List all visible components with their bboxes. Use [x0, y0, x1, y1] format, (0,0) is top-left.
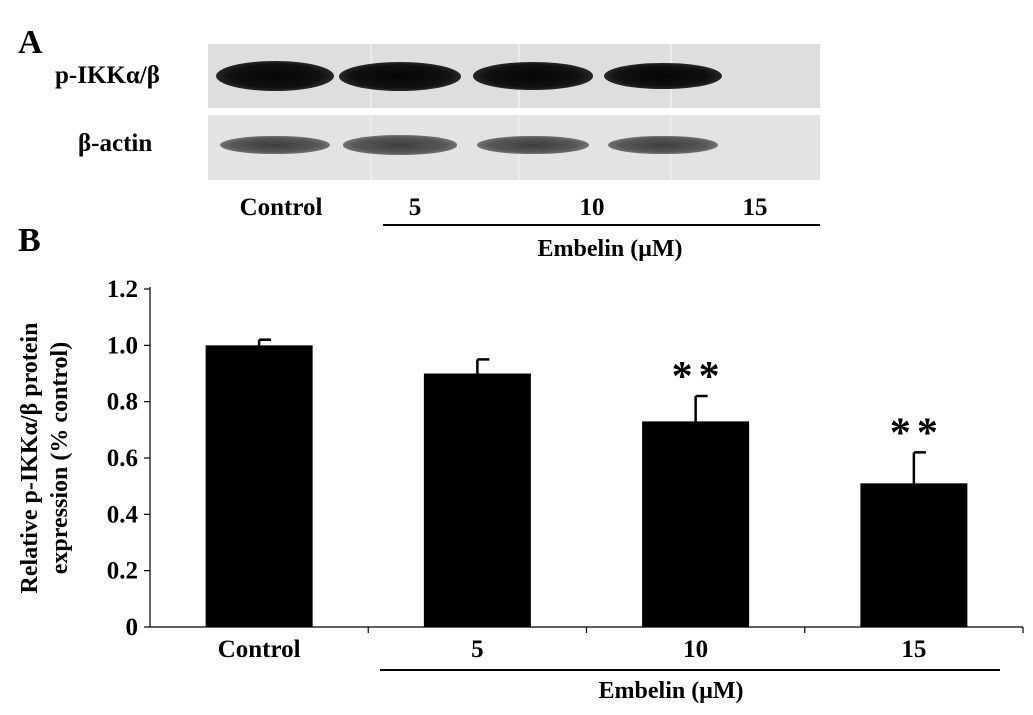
- significance-marker: **: [890, 410, 944, 456]
- lane-label-control: Control: [239, 194, 323, 221]
- x-tick-label: Control: [218, 636, 301, 663]
- significance-marker: **: [672, 354, 726, 400]
- bar: [423, 373, 531, 627]
- y-tick-label: 0: [126, 614, 139, 641]
- x-axis-label: Embelin (μM): [598, 678, 744, 704]
- western-blot-actin: [208, 115, 820, 180]
- y-tick-label: 0.8: [107, 389, 138, 416]
- y-tick-label: 0.6: [107, 445, 138, 472]
- lane-label-5: 5: [408, 194, 422, 221]
- y-axis-label-line-2: expression (% control): [47, 341, 73, 575]
- x-tick-label: 10: [683, 636, 708, 663]
- x-tick-label: 15: [901, 636, 926, 663]
- western-blot-pikk: [208, 44, 820, 108]
- blot-band-pikk: [216, 61, 334, 91]
- bar: [642, 421, 750, 627]
- blot-band-actin: [220, 135, 330, 155]
- x-tick-label: 5: [471, 636, 484, 663]
- y-tick-label: 0.4: [107, 501, 139, 528]
- bar: [205, 345, 313, 627]
- bar: [860, 483, 968, 627]
- blot-band-pikk: [604, 62, 722, 90]
- embelin-bracket-b: [380, 669, 1000, 671]
- blot-band-actin: [608, 135, 718, 155]
- lane-label-15: 15: [742, 194, 768, 221]
- y-axis-label-line-1: Relative p-IKKα/β protein: [17, 322, 43, 594]
- blot-label-pikk: p-IKKα/β: [55, 62, 160, 89]
- blot-label-actin: β-actin: [78, 130, 153, 157]
- embelin-bracket-a: [383, 224, 820, 226]
- panel-b-letter: B: [18, 222, 41, 259]
- blot-band-actin: [343, 135, 457, 155]
- y-tick-label: 0.2: [107, 558, 138, 585]
- blot-band-actin: [477, 135, 589, 155]
- embelin-label-a: Embelin (μM): [537, 236, 683, 262]
- panel-a-letter: A: [18, 24, 43, 61]
- y-tick-label: 1.2: [107, 276, 138, 303]
- lane-label-10: 10: [579, 194, 605, 221]
- blot-band-pikk: [339, 61, 461, 91]
- y-axis-label: Relative p-IKKα/β protein expression (% …: [15, 323, 75, 594]
- y-tick-label: 1.0: [107, 332, 138, 359]
- blot-band-pikk: [473, 62, 593, 90]
